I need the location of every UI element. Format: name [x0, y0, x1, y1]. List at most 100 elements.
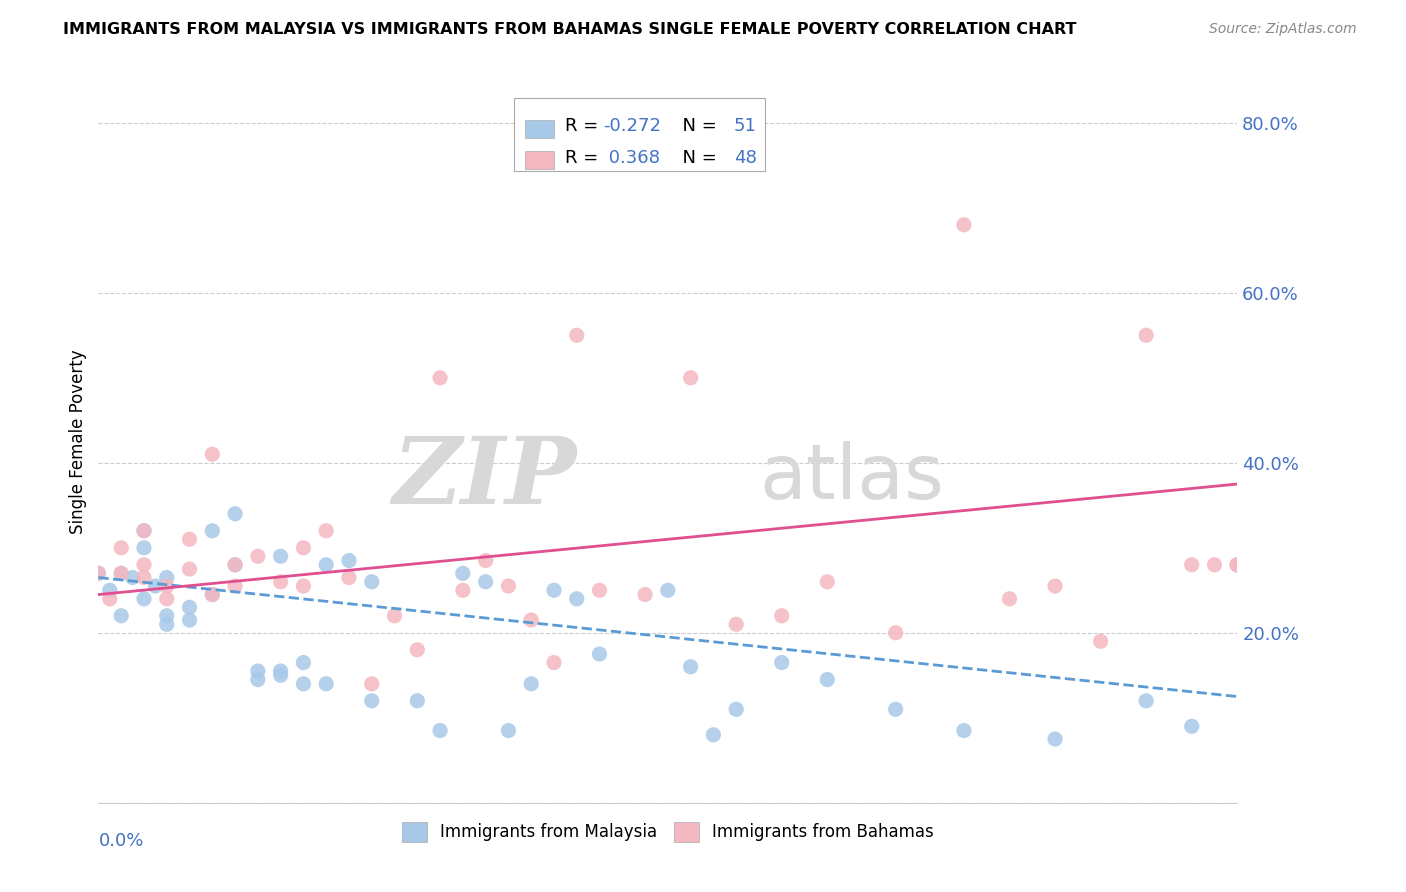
Text: atlas: atlas	[759, 441, 943, 515]
Point	[315, 524, 337, 538]
Point	[725, 617, 748, 632]
Point	[1181, 558, 1204, 572]
Text: 51: 51	[734, 117, 756, 135]
Point	[1226, 558, 1249, 572]
Point	[884, 625, 907, 640]
Point	[246, 549, 269, 564]
Point	[702, 728, 724, 742]
Point	[121, 570, 143, 584]
Point	[953, 218, 976, 232]
Point	[270, 549, 292, 564]
Point	[201, 447, 224, 461]
Point	[725, 702, 748, 716]
Point	[953, 723, 976, 738]
Point	[498, 579, 520, 593]
Bar	[526, 151, 554, 169]
Point	[246, 673, 269, 687]
Point	[224, 558, 246, 572]
Point	[201, 588, 224, 602]
Point	[224, 558, 246, 572]
Point	[337, 553, 360, 567]
Point	[270, 574, 292, 589]
Point	[406, 642, 429, 657]
Point	[679, 371, 702, 385]
Point	[588, 583, 610, 598]
Point	[451, 583, 474, 598]
Point	[98, 591, 121, 606]
Point	[292, 677, 315, 691]
Point	[565, 591, 588, 606]
Point	[1181, 719, 1204, 733]
Point	[1226, 558, 1249, 572]
Point	[679, 660, 702, 674]
Point	[1226, 558, 1249, 572]
Point	[270, 668, 292, 682]
Point	[179, 613, 201, 627]
Point	[156, 617, 179, 632]
Point	[543, 583, 565, 598]
Point	[179, 562, 201, 576]
Legend: Immigrants from Malaysia, Immigrants from Bahamas: Immigrants from Malaysia, Immigrants fro…	[395, 815, 941, 848]
Point	[406, 694, 429, 708]
Point	[565, 328, 588, 343]
Text: 0.368: 0.368	[603, 149, 659, 167]
Point	[156, 570, 179, 584]
Point	[132, 541, 155, 555]
Point	[156, 591, 179, 606]
Point	[179, 533, 201, 547]
Point	[315, 558, 337, 572]
Point	[474, 574, 496, 589]
Point	[1135, 328, 1157, 343]
Text: 48: 48	[734, 149, 756, 167]
Y-axis label: Single Female Poverty: Single Female Poverty	[69, 350, 87, 533]
Point	[815, 574, 838, 589]
Text: N =: N =	[671, 149, 723, 167]
Point	[156, 608, 179, 623]
Point	[474, 553, 496, 567]
Point	[360, 574, 382, 589]
Point	[292, 579, 315, 593]
Point	[1090, 634, 1112, 648]
Point	[145, 579, 167, 593]
Point	[815, 673, 838, 687]
Point	[132, 591, 155, 606]
Point	[132, 524, 155, 538]
Point	[292, 656, 315, 670]
Point	[156, 579, 179, 593]
Point	[429, 723, 451, 738]
Point	[87, 566, 110, 581]
Bar	[526, 120, 554, 137]
Point	[337, 570, 360, 584]
Point	[110, 566, 132, 581]
Point	[224, 579, 246, 593]
Point	[498, 723, 520, 738]
Text: -0.272: -0.272	[603, 117, 661, 135]
Point	[884, 702, 907, 716]
Text: R =: R =	[565, 149, 605, 167]
Point	[315, 677, 337, 691]
Point	[132, 524, 155, 538]
Point	[429, 371, 451, 385]
Text: Source: ZipAtlas.com: Source: ZipAtlas.com	[1209, 22, 1357, 37]
Point	[1043, 732, 1066, 747]
Point	[1135, 694, 1157, 708]
Point	[201, 588, 224, 602]
Text: ZIP: ZIP	[392, 433, 576, 523]
Point	[201, 524, 224, 538]
Point	[1204, 558, 1226, 572]
FancyBboxPatch shape	[515, 98, 765, 170]
Text: R =: R =	[565, 117, 605, 135]
Point	[451, 566, 474, 581]
Text: 0.0%: 0.0%	[98, 831, 143, 850]
Point	[634, 588, 657, 602]
Point	[1043, 579, 1066, 593]
Point	[998, 591, 1021, 606]
Text: IMMIGRANTS FROM MALAYSIA VS IMMIGRANTS FROM BAHAMAS SINGLE FEMALE POVERTY CORREL: IMMIGRANTS FROM MALAYSIA VS IMMIGRANTS F…	[63, 22, 1077, 37]
Point	[132, 570, 155, 584]
Point	[98, 583, 121, 598]
Point	[110, 566, 132, 581]
Point	[770, 656, 793, 670]
Point	[588, 647, 610, 661]
Point	[543, 656, 565, 670]
Text: N =: N =	[671, 117, 723, 135]
